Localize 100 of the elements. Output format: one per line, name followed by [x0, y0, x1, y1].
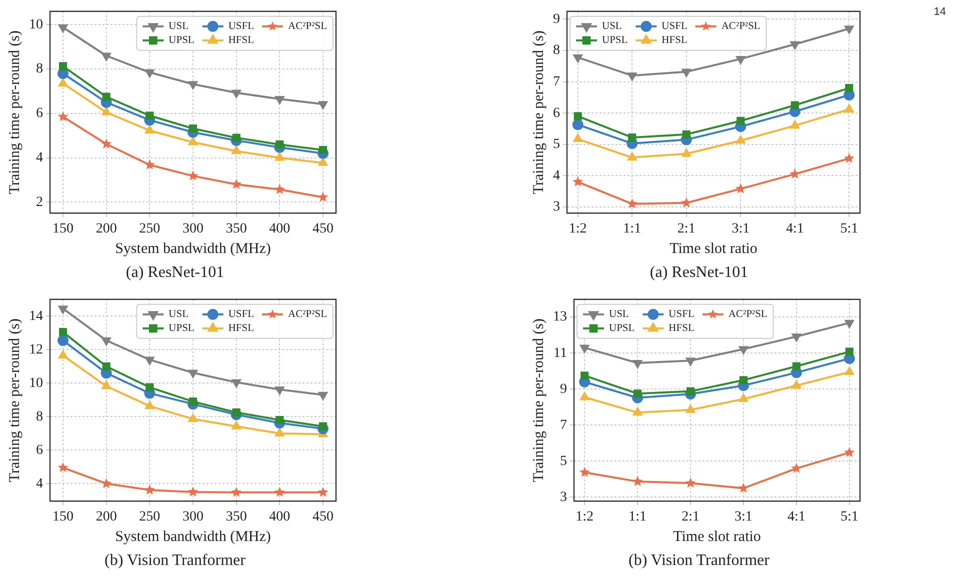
x-tick-label: 200: [96, 221, 117, 236]
point: [632, 476, 643, 486]
point: [574, 112, 582, 120]
legend-label: USL: [602, 21, 622, 32]
x-tick-label: 150: [52, 509, 74, 524]
point: [790, 120, 800, 129]
y-tick-label: 5: [553, 137, 560, 152]
point: [628, 133, 636, 142]
point: [632, 407, 642, 416]
x-tick-label: 250: [139, 509, 160, 524]
legend-label: USL: [168, 309, 189, 320]
point: [682, 68, 692, 78]
point: [276, 140, 284, 148]
point: [232, 420, 242, 430]
x-tick-label: 200: [96, 509, 117, 524]
legend-label: HFSL: [668, 323, 694, 334]
point: [144, 356, 154, 366]
point: [572, 119, 584, 130]
point: [792, 380, 802, 389]
point: [844, 447, 855, 457]
y-tick-label: 11: [554, 346, 567, 361]
point: [580, 344, 590, 354]
y-tick-label: 6: [553, 106, 560, 121]
y-tick-label: 4: [36, 476, 43, 492]
point: [736, 56, 746, 64]
point: [58, 328, 68, 336]
point: [790, 101, 799, 110]
x-tick-label: 5:1: [840, 221, 858, 236]
point: [735, 183, 746, 194]
legend-label: UPSL: [602, 35, 628, 46]
point: [58, 306, 68, 314]
point: [102, 106, 112, 116]
point: [738, 346, 748, 355]
x-tick-label: 350: [226, 509, 247, 524]
point: [736, 116, 745, 125]
y-tick-label: 8: [36, 62, 43, 77]
point: [632, 360, 642, 369]
point: [318, 422, 328, 430]
point: [844, 26, 854, 34]
x-tick-label: 400: [269, 221, 290, 236]
point: [188, 370, 198, 378]
point: [579, 466, 590, 477]
point: [188, 124, 198, 133]
x-tick-label: 450: [312, 509, 334, 524]
point: [634, 390, 642, 398]
point: [102, 92, 110, 101]
point: [146, 112, 154, 120]
point: [58, 111, 68, 122]
y-tick-label: 7: [560, 418, 567, 433]
point: [144, 484, 155, 494]
point: [738, 394, 748, 402]
point: [626, 198, 638, 208]
point: [231, 486, 242, 497]
point: [188, 413, 198, 422]
point: [318, 101, 328, 110]
y-tick-label: 2: [36, 194, 43, 210]
x-tick-label: 4:1: [786, 221, 804, 236]
y-tick-label: 5: [560, 454, 567, 469]
point: [792, 334, 802, 342]
y-tick-label: 6: [36, 106, 43, 122]
legend-label: USFL: [228, 309, 254, 320]
x-tick-label: 350: [226, 221, 247, 236]
text: 14: [934, 6, 946, 18]
point: [573, 134, 583, 142]
point: [682, 148, 692, 157]
x-tick-label: 1:2: [568, 221, 587, 236]
legend-label: HFSL: [228, 35, 254, 46]
point: [274, 428, 284, 436]
point: [738, 482, 749, 493]
point: [144, 159, 155, 170]
y-tick-label: 4: [36, 150, 43, 166]
x-axis-title: System bandwidth (MHz): [115, 240, 271, 257]
x-tick-label: 2:1: [677, 221, 696, 236]
point: [102, 337, 112, 346]
y-axis-title: Training time per-round (s): [530, 30, 547, 194]
x-tick-label: 300: [182, 509, 204, 524]
point: [686, 387, 695, 396]
x-tick-label: 4:1: [788, 509, 806, 524]
y-tick-label: 3: [560, 490, 567, 505]
point: [844, 104, 854, 112]
text: (b) Vision Tranformer: [104, 552, 246, 570]
x-tick-label: 400: [269, 509, 290, 524]
point: [102, 52, 112, 62]
point: [58, 462, 68, 472]
point: [274, 486, 285, 497]
point: [736, 135, 746, 144]
point: [627, 152, 637, 161]
legend-label: USFL: [228, 21, 254, 32]
x-tick-label: 300: [182, 221, 204, 236]
point: [231, 178, 242, 189]
x-tick-label: 450: [312, 221, 334, 236]
y-tick-label: 9: [560, 382, 567, 397]
point: [102, 362, 110, 370]
point: [274, 184, 285, 194]
y-tick-label: 10: [29, 376, 43, 391]
y-tick-label: 13: [553, 310, 567, 325]
y-tick-label: 8: [553, 43, 560, 58]
text: (b) Vision Tranformer: [628, 552, 770, 570]
x-tick-label: 3:1: [732, 221, 750, 236]
x-axis-title: Time slot ratio: [673, 528, 761, 545]
